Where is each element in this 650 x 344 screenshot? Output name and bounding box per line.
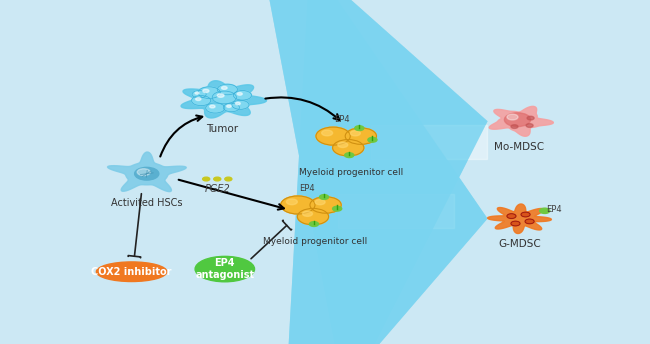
- Circle shape: [205, 103, 225, 113]
- Text: EP4: EP4: [299, 184, 315, 193]
- Circle shape: [196, 98, 201, 100]
- Circle shape: [338, 142, 348, 148]
- Circle shape: [224, 103, 239, 112]
- Text: Tumor: Tumor: [206, 124, 239, 134]
- Text: Activited HSCs: Activited HSCs: [111, 197, 183, 207]
- Bar: [338, 194, 454, 228]
- Circle shape: [192, 90, 206, 98]
- Circle shape: [302, 211, 313, 216]
- Polygon shape: [181, 81, 266, 118]
- Circle shape: [198, 87, 220, 98]
- Circle shape: [210, 105, 215, 108]
- Circle shape: [368, 138, 377, 142]
- Circle shape: [214, 177, 221, 181]
- Ellipse shape: [96, 262, 167, 281]
- Text: EP4: EP4: [334, 115, 350, 124]
- Text: EP4
antagonist: EP4 antagonist: [195, 258, 254, 280]
- Circle shape: [315, 200, 325, 205]
- Circle shape: [344, 153, 354, 158]
- Text: G-MDSC: G-MDSC: [498, 239, 541, 249]
- Circle shape: [297, 208, 329, 225]
- Circle shape: [333, 206, 342, 211]
- Text: Myeloid progenitor cell: Myeloid progenitor cell: [263, 237, 368, 246]
- Circle shape: [507, 114, 518, 120]
- Text: COX2 inhibitor: COX2 inhibitor: [92, 267, 172, 277]
- Circle shape: [203, 89, 209, 93]
- Circle shape: [217, 84, 237, 95]
- Circle shape: [320, 195, 329, 200]
- Polygon shape: [489, 106, 553, 136]
- Circle shape: [222, 86, 227, 89]
- Circle shape: [355, 126, 364, 130]
- Circle shape: [333, 140, 364, 156]
- Circle shape: [310, 197, 341, 213]
- Circle shape: [235, 102, 240, 105]
- Circle shape: [227, 105, 231, 107]
- Circle shape: [309, 222, 318, 226]
- Circle shape: [316, 127, 350, 145]
- Circle shape: [225, 177, 232, 181]
- Text: Mo-MDSC: Mo-MDSC: [495, 142, 545, 152]
- Circle shape: [511, 221, 520, 226]
- Ellipse shape: [195, 256, 255, 282]
- Circle shape: [287, 199, 297, 205]
- Text: EP4: EP4: [546, 205, 562, 214]
- Circle shape: [212, 91, 237, 104]
- Circle shape: [527, 116, 534, 120]
- Circle shape: [195, 92, 199, 94]
- Circle shape: [232, 100, 249, 109]
- Circle shape: [233, 90, 252, 100]
- Circle shape: [135, 168, 159, 180]
- Circle shape: [281, 196, 315, 214]
- Polygon shape: [488, 204, 551, 234]
- Circle shape: [540, 208, 550, 213]
- Circle shape: [525, 219, 534, 224]
- Circle shape: [350, 131, 360, 136]
- Text: PGE2: PGE2: [204, 184, 230, 194]
- Bar: [371, 125, 487, 159]
- Circle shape: [217, 94, 224, 97]
- Circle shape: [192, 96, 211, 106]
- Polygon shape: [107, 152, 187, 192]
- Circle shape: [521, 212, 530, 217]
- Circle shape: [345, 128, 376, 144]
- Circle shape: [511, 125, 518, 128]
- Circle shape: [526, 123, 533, 127]
- Circle shape: [137, 169, 150, 175]
- Circle shape: [504, 113, 530, 127]
- Text: Myeloid progenitor cell: Myeloid progenitor cell: [298, 168, 403, 177]
- Circle shape: [203, 177, 210, 181]
- Circle shape: [507, 214, 516, 218]
- Circle shape: [237, 93, 242, 95]
- Circle shape: [322, 130, 333, 136]
